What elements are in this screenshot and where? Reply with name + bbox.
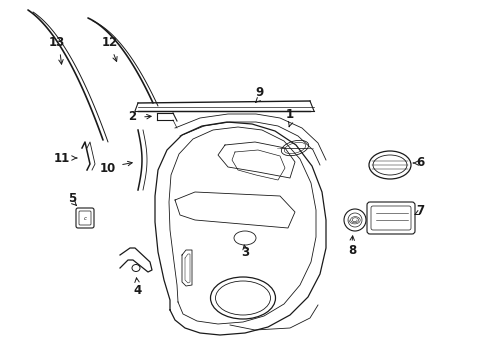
Text: 13: 13 [49,36,65,49]
Text: 12: 12 [102,36,118,49]
Text: c: c [83,216,86,221]
Text: 5: 5 [68,192,76,204]
Text: 1: 1 [285,108,293,122]
Text: 7: 7 [415,203,423,216]
Text: 4: 4 [134,284,142,297]
Text: 8: 8 [347,243,355,256]
Text: 11: 11 [54,152,70,165]
Text: 6: 6 [415,156,423,168]
Text: 10: 10 [100,162,116,175]
Text: 9: 9 [254,85,263,99]
Text: 3: 3 [241,246,248,258]
Text: 2: 2 [128,111,136,123]
